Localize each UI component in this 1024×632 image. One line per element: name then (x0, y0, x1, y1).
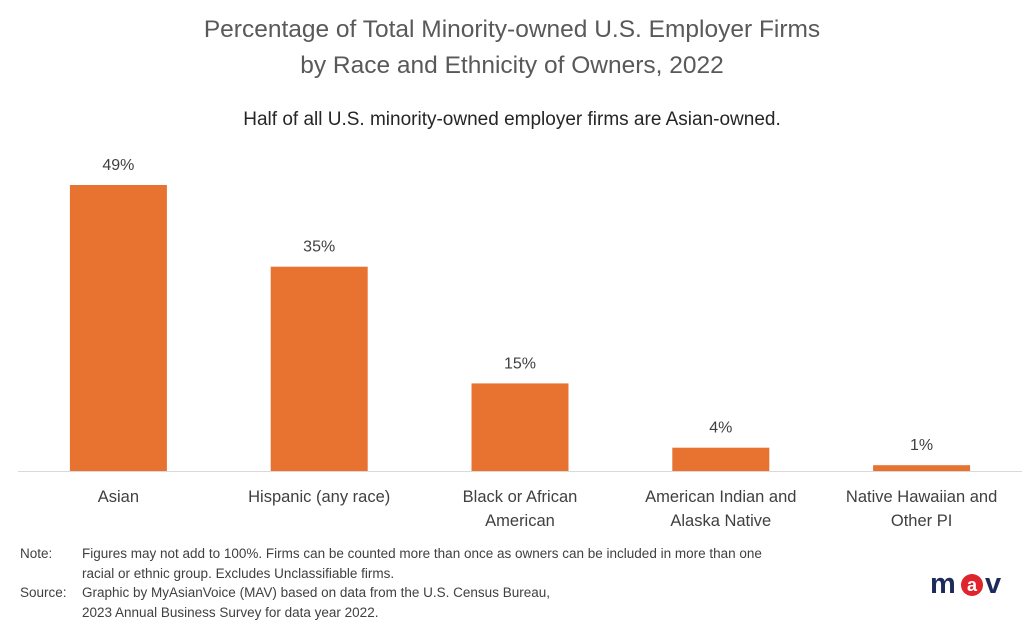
bar (69, 185, 167, 471)
category-label: Alaska Native (670, 512, 771, 530)
data-label: 15% (504, 355, 536, 372)
bar (672, 447, 770, 471)
logo-letter-m: m (930, 568, 956, 600)
note-row: Note: Figures may not add to 100%. Firms… (20, 544, 940, 583)
note-text: Figures may not add to 100%. Firms can b… (82, 544, 940, 583)
source-text: Graphic by MyAsianVoice (MAV) based on d… (82, 583, 940, 622)
note-line-1: Figures may not add to 100%. Firms can b… (82, 546, 762, 561)
mav-logo: m a v (930, 568, 1001, 600)
category-label: Hispanic (any race) (248, 488, 390, 506)
bar (873, 465, 971, 471)
data-label: 1% (910, 437, 933, 454)
chart-title-line-2: by Race and Ethnicity of Owners, 2022 (300, 52, 724, 79)
source-line-2: 2023 Annual Business Survey for data yea… (82, 604, 379, 620)
category-label: Other PI (891, 512, 952, 530)
bar (471, 383, 569, 471)
data-label: 49% (102, 157, 134, 174)
category-label: Asian (98, 488, 139, 506)
chart-subtitle: Half of all U.S. minority-owned employer… (243, 109, 781, 130)
category-label: American (485, 512, 555, 530)
note-line-2: racial or ethnic group. Excludes Unclass… (82, 565, 395, 581)
bar (270, 266, 368, 471)
source-line-1: Graphic by MyAsianVoice (MAV) based on d… (82, 585, 550, 600)
category-label: Black or African (463, 488, 578, 506)
notes-block: Note: Figures may not add to 100%. Firms… (20, 544, 940, 622)
data-label: 35% (303, 239, 335, 256)
logo-letter-v: v (985, 568, 1001, 600)
bar-chart: 49% Asian 35% Hispanic (any race) 15% Black o… (18, 157, 1022, 530)
chart-title-line-1: Percentage of Total Minority-owned U.S. … (203, 16, 821, 43)
source-label: Source: (20, 585, 67, 600)
note-label: Note: (20, 546, 53, 561)
category-label: Native Hawaiian and (846, 488, 997, 506)
chart-title: Percentage of Total Minority-owned U.S. … (0, 12, 1024, 84)
category-label: American Indian and (645, 488, 796, 506)
source-row: Source: Graphic by MyAsianVoice (MAV) ba… (20, 583, 940, 622)
data-label: 4% (709, 420, 732, 437)
logo-red-circle (961, 574, 983, 596)
logo-letter-a: a (967, 575, 978, 595)
